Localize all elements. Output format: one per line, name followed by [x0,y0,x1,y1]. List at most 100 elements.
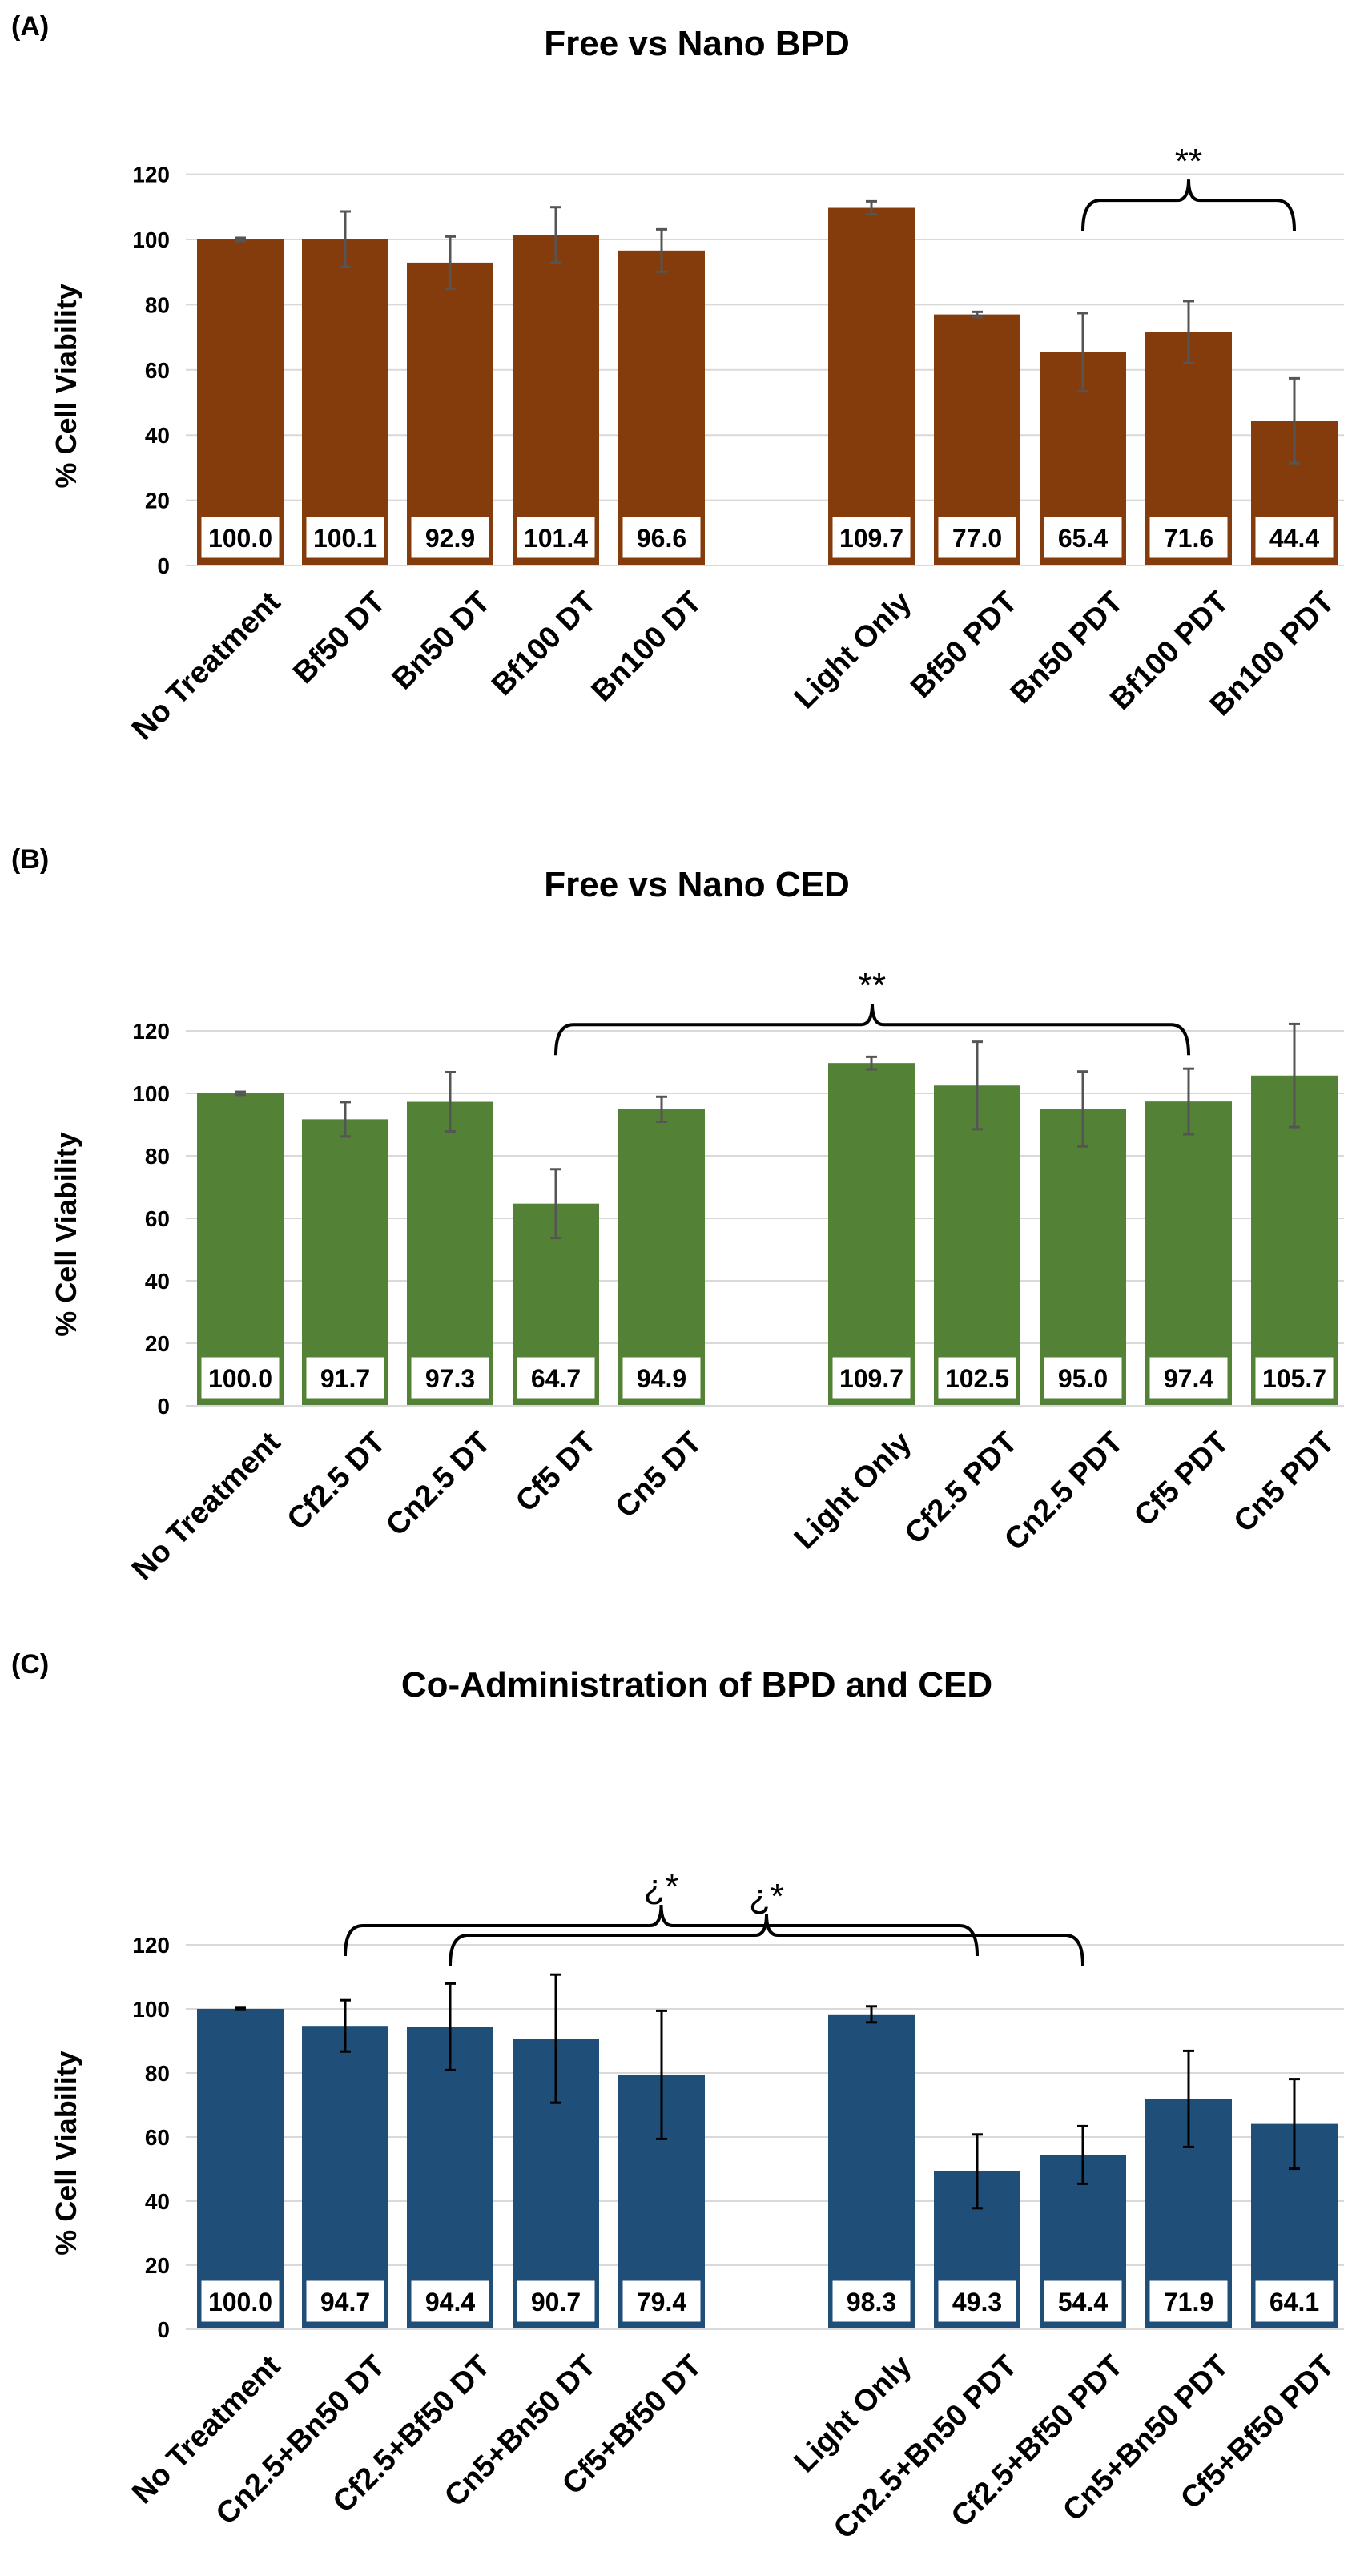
y-tick-label: 20 [145,1331,170,1356]
data-label: 94.4 [425,2288,475,2316]
data-label: 97.3 [425,1364,475,1393]
data-label: 96.6 [637,524,686,553]
data-label: 100.1 [313,524,377,553]
x-tick-label: Bn50 DT [386,586,497,697]
data-label: 79.4 [637,2288,686,2316]
bar [828,207,915,566]
bar [934,1085,1020,1406]
bar [828,2014,915,2329]
data-label: 109.7 [839,1364,903,1393]
chart-panel-a: (A) Free vs Nano BPD % Cell Viability 0 20 40… [11,11,1344,747]
x-tick-label: Cn5 PDT [1228,1426,1342,1540]
data-label: 98.3 [847,2288,896,2316]
data-label: 44.4 [1269,524,1319,553]
y-tick-label: 40 [145,1269,170,1294]
data-label-box [1147,2278,1230,2324]
panel-label: (C) [11,1649,49,1680]
data-label-box [936,2278,1019,2324]
data-label: 100.0 [208,2288,272,2316]
y-tick-label: 100 [132,1081,170,1106]
x-tick-label: Cn2.5 DT [380,1426,497,1543]
data-label: 77.0 [952,524,1002,553]
x-tick-label: Cf5 PDT [1128,1426,1235,1533]
data-label: 102.5 [945,1364,1009,1393]
data-label: 91.7 [320,1364,370,1393]
y-tick-label: 60 [145,358,170,383]
y-tick-label: 80 [145,2061,170,2086]
x-tick-label: No Treatment [126,1425,288,1587]
data-label-box [1147,1354,1230,1401]
data-label: 65.4 [1058,524,1108,553]
bar [828,1063,915,1406]
data-label: 49.3 [952,2288,1002,2316]
y-tick-label: 80 [145,292,170,317]
data-label: 101.4 [524,524,588,553]
data-label-box [1253,2278,1336,2324]
data-label-box [1253,514,1336,561]
y-tick-label: 60 [145,2125,170,2150]
significance-bracket [554,1004,1190,1056]
data-label-box [620,514,703,561]
data-label-box [1147,514,1230,561]
data-label-box [199,2278,282,2324]
data-label: 105.7 [1262,1364,1326,1393]
data-label-box [830,1354,913,1401]
data-label-box [408,1354,492,1401]
data-label: 71.6 [1164,524,1213,553]
bar [1251,1075,1338,1406]
bar [197,239,284,566]
data-label: 94.7 [320,2288,370,2316]
x-tick-label: Cn5 DT [610,1426,709,1525]
x-tick-label: Bf50 DT [287,586,392,690]
bar [302,239,388,566]
y-axis-label: % Cell Viability [50,2051,82,2255]
panel-label: (B) [11,844,49,875]
data-label-box [620,2278,703,2324]
data-label-box [304,514,387,561]
y-tick-label: 20 [145,2253,170,2278]
data-label-box [514,514,598,561]
data-label: 109.7 [839,524,903,553]
data-label: 92.9 [425,524,475,553]
y-tick-label: 120 [132,1019,170,1044]
x-tick-label: Cn2.5+Bn50 PDT [827,2349,1024,2546]
x-tick-label: No Treatment [126,585,288,747]
x-tick-label: Light Only [788,1426,919,1556]
data-label-box [1041,514,1125,561]
data-label-box [830,2278,913,2324]
chart-title: Free vs Nano CED [544,865,849,904]
data-label: 64.1 [1269,2288,1319,2316]
x-tick-label: Cf2.5 DT [281,1426,392,1537]
data-label-box [199,1354,282,1401]
bar [513,235,599,566]
bar [197,1093,284,1406]
y-tick-label: 80 [145,1144,170,1169]
data-label: 94.9 [637,1364,686,1393]
panel-label: (A) [11,11,49,42]
data-label-box [936,514,1019,561]
data-label: 90.7 [531,2288,581,2316]
data-label-box [514,1354,598,1401]
y-axis-label: % Cell Viability [50,1132,82,1336]
y-tick-label: 100 [132,227,170,252]
chart-panel-c: (C) Co-Administration of BPD and CED % Cel… [11,1649,1344,2546]
x-tick-label: Light Only [788,586,919,716]
data-label-box [304,2278,387,2324]
y-tick-label: 0 [157,2317,170,2342]
significance-bracket [449,1914,1084,1966]
bar [197,2009,284,2329]
chart-panel-b: (B) Free vs Nano CED % Cell Viability 0 20 40… [11,844,1344,1587]
data-label: 54.4 [1058,2288,1108,2316]
data-label: 97.4 [1164,1364,1213,1393]
chart-title: Free vs Nano BPD [544,24,849,63]
data-label-box [1041,2278,1125,2324]
significance-label: ¿* [749,1877,784,1916]
data-label-box [514,2278,598,2324]
data-label-box [408,514,492,561]
data-label: 100.0 [208,1364,272,1393]
significance-label: ** [1175,142,1202,181]
data-label: 71.9 [1164,2288,1213,2316]
y-tick-label: 0 [157,553,170,578]
y-tick-label: 40 [145,423,170,448]
